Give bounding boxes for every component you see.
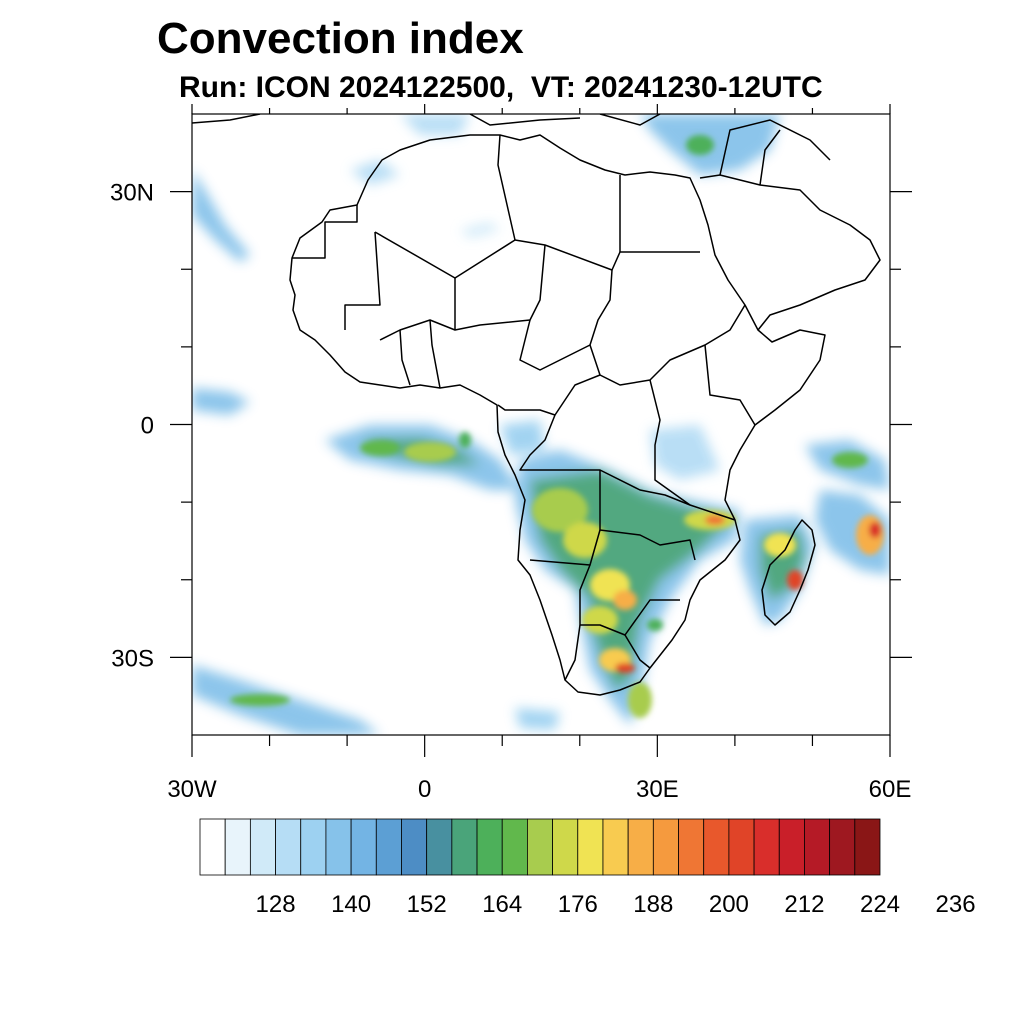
colorbar-swatch [728, 818, 755, 876]
colorbar-swatch [350, 818, 377, 876]
x-tick-label: 60E [869, 776, 912, 803]
colorbar-swatch [300, 818, 327, 876]
colorbar-swatch [652, 818, 679, 876]
colorbar-swatch [527, 818, 553, 876]
colorbar-label: 128 [256, 891, 296, 918]
colorbar-swatch [753, 818, 780, 876]
colorbar-swatch [627, 818, 654, 876]
colorbar-swatch [577, 818, 604, 876]
y-tick-label: 30N [110, 180, 154, 207]
plot-area [192, 114, 890, 735]
colorbar-swatch [476, 818, 503, 876]
map-axes: 30W 0 30E 60E 30N 0 30S [110, 104, 912, 803]
colorbar-label: 224 [860, 891, 900, 918]
x-tick-label: 30E [636, 776, 679, 803]
x-tick-label: 30W [167, 776, 217, 803]
colorbar-label: 212 [784, 891, 824, 918]
colorbar-swatch [375, 818, 402, 876]
colorbar-swatch [224, 818, 251, 876]
convection-field [192, 114, 890, 735]
y-tick-label: 30S [111, 645, 154, 672]
colorbar-swatch [854, 818, 881, 876]
x-tick-label: 0 [418, 776, 431, 803]
colorbar-swatch [703, 818, 730, 876]
colorbar-swatch [552, 818, 579, 876]
colorbar-label: 176 [558, 891, 598, 918]
y-tick-label: 0 [141, 413, 154, 440]
colorbar-swatch [325, 818, 352, 876]
colorbar-swatch [401, 818, 428, 876]
colorbar-swatch [426, 818, 453, 876]
colorbar: 128 140 152 164 176 188 200 212 224 236 [199, 818, 976, 918]
colorbar-swatch [804, 818, 831, 876]
colorbar-label: 140 [331, 891, 371, 918]
colorbar-swatch [829, 818, 856, 876]
colorbar-swatch [602, 818, 629, 876]
colorbar-swatch [275, 818, 302, 876]
colorbar-label: 164 [482, 891, 522, 918]
colorbar-swatch [778, 818, 805, 876]
map-subtitle: Run: ICON 2024122500, VT: 20241230-12UTC [179, 71, 823, 104]
colorbar-swatch [501, 818, 528, 876]
country-borders [192, 114, 881, 696]
colorbar-label: 200 [709, 891, 749, 918]
colorbar-label: 152 [407, 891, 447, 918]
colorbar-swatch [678, 818, 705, 876]
colorbar-label: 236 [936, 891, 976, 918]
colorbar-label: 188 [633, 891, 673, 918]
colorbar-swatch [249, 818, 276, 876]
map-title: Convection index [157, 14, 524, 63]
colorbar-swatch [199, 818, 226, 876]
colorbar-swatch [451, 818, 478, 876]
